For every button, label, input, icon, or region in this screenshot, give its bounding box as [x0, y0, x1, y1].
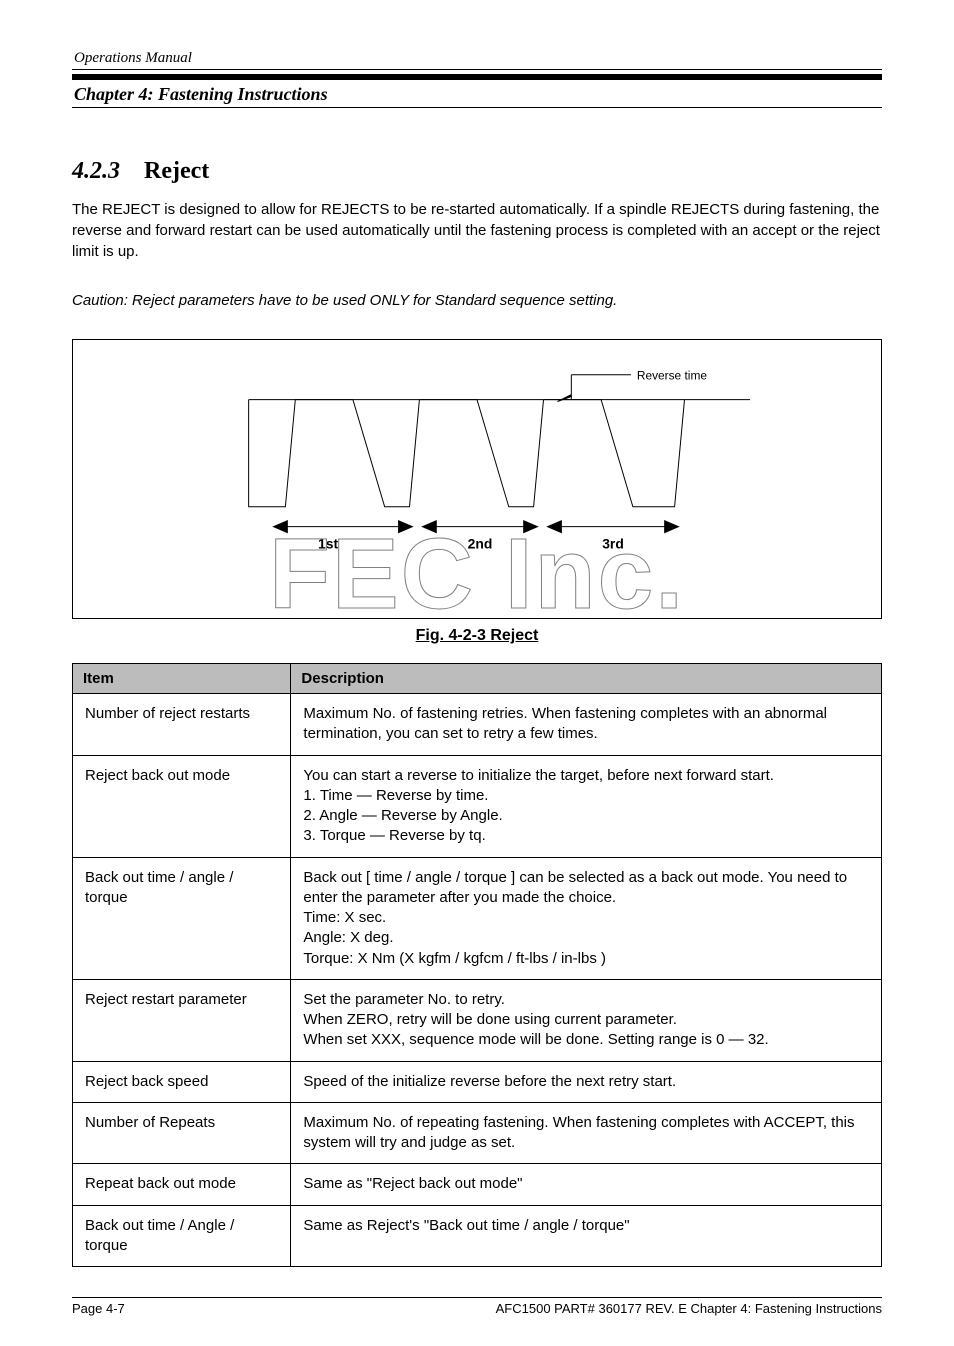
cycle-label-2: 2nd [468, 536, 493, 552]
table-row: Number of Repeats Maximum No. of repeati… [73, 1102, 882, 1164]
table-row: Reject restart parameter Set the paramet… [73, 979, 882, 1061]
cell-desc: Back out [ time / angle / torque ] can b… [291, 857, 882, 979]
section-block: 4.2.3 Reject The REJECT is designed to al… [72, 158, 882, 311]
cycle-label-1: 1st [318, 536, 338, 552]
reject-figure-box: Reverse time 1st 2nd 3rd FEC Inc. [72, 339, 882, 619]
table-row: Number of reject restarts Maximum No. of… [73, 694, 882, 756]
section-body-text: The REJECT is designed to allow for REJE… [72, 199, 882, 262]
cell-desc: Maximum No. of fastening retries. When f… [291, 694, 882, 756]
chapter-title: Chapter 4: Fastening Instructions [74, 84, 882, 105]
table-row: Reject back out mode You can start a rev… [73, 755, 882, 857]
cell-desc: Set the parameter No. to retry.When ZERO… [291, 979, 882, 1061]
section-heading: Reject [144, 158, 209, 184]
cell-item: Reject back out mode [73, 755, 291, 857]
figure-caption: Fig. 4-2-3 Reject [72, 627, 882, 645]
reject-figure-svg: Reverse time 1st 2nd 3rd [73, 340, 881, 618]
page-footer: Page 4-7 AFC1500 PART# 360177 REV. E Cha… [72, 1297, 882, 1316]
cell-item: Back out time / angle / torque [73, 857, 291, 979]
cell-desc: Same as "Reject back out mode" [291, 1164, 882, 1205]
cell-item: Reject back speed [73, 1061, 291, 1102]
cell-item: Back out time / Angle / torque [73, 1205, 291, 1267]
table-row: Reject back speed Speed of the initializ… [73, 1061, 882, 1102]
cell-desc: Maximum No. of repeating fastening. When… [291, 1102, 882, 1164]
footer-rule [72, 1297, 882, 1298]
header-rule-2 [72, 107, 882, 108]
table-row: Back out time / angle / torque Back out … [73, 857, 882, 979]
cell-desc: Speed of the initialize reverse before t… [291, 1061, 882, 1102]
section-title: 4.2.3 Reject [72, 158, 882, 185]
table-row: Repeat back out mode Same as "Reject bac… [73, 1164, 882, 1205]
reverse-time-label: Reverse time [637, 369, 708, 383]
cell-item: Repeat back out mode [73, 1164, 291, 1205]
cell-desc: Same as Reject's "Back out time / angle … [291, 1205, 882, 1267]
footer-page: Page 4-7 [72, 1301, 125, 1316]
cell-item: Reject restart parameter [73, 979, 291, 1061]
table-header-item: Item [73, 664, 291, 694]
cell-item: Number of Repeats [73, 1102, 291, 1164]
header-rule-thick [72, 74, 882, 80]
cell-desc: You can start a reverse to initialize th… [291, 755, 882, 857]
cycle-label-3: 3rd [602, 536, 624, 552]
header-rule-1 [72, 69, 882, 70]
table-row: Back out time / Angle / torque Same as R… [73, 1205, 882, 1267]
cell-item: Number of reject restarts [73, 694, 291, 756]
section-number: 4.2.3 [72, 158, 120, 184]
section-note: Caution: Reject parameters have to be us… [72, 290, 882, 311]
reject-table: Item Description Number of reject restar… [72, 663, 882, 1267]
manual-title: Operations Manual [72, 50, 882, 67]
table-header-desc: Description [291, 664, 882, 694]
footer-copyright: AFC1500 PART# 360177 REV. E Chapter 4: F… [496, 1301, 882, 1316]
